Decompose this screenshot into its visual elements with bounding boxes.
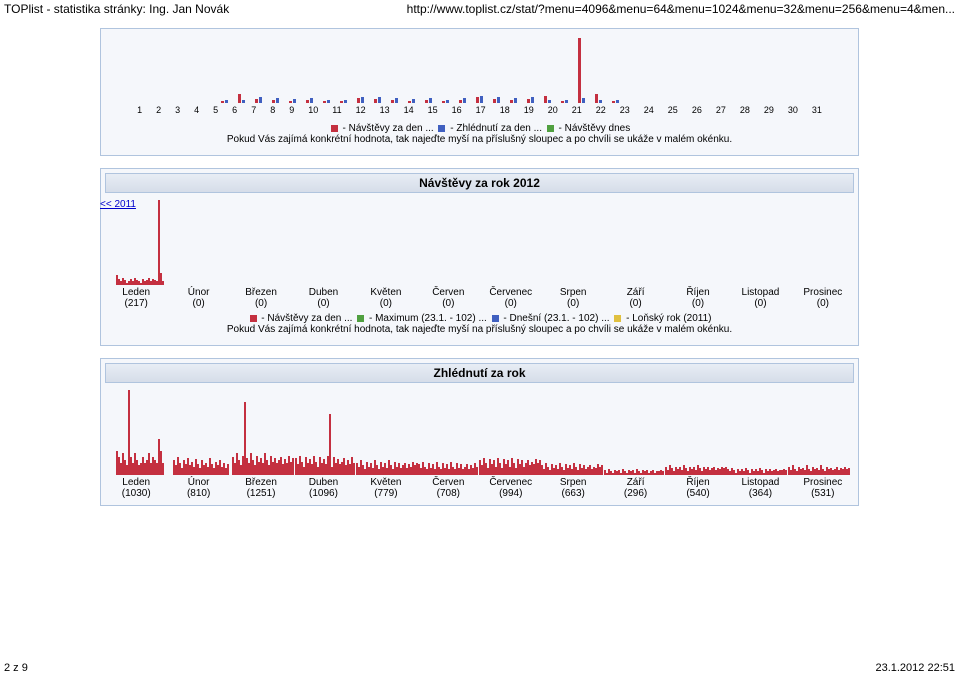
- year-visits-labels: Leden(217)Únor(0)Březen(0)Duben(0)Květen…: [105, 285, 854, 311]
- page-url-right: http://www.toplist.cz/stat/?menu=4096&me…: [407, 2, 955, 16]
- prev-year-link[interactable]: << 2011: [100, 199, 136, 210]
- legend-v-max: - Maximum (23.1. - 102) ...: [366, 313, 489, 324]
- legend-square-red2: [250, 315, 257, 322]
- legend-visits-today: - Návštěvy dnes: [556, 123, 630, 134]
- year-pageviews-bars: [105, 385, 854, 475]
- footer-timestamp: 23.1.2012 22:51: [875, 662, 955, 674]
- days-chart-labels: 1234567891011121314151617181920212223242…: [105, 103, 854, 121]
- year-pageviews-labels: Leden(1030)Únor(810)Březen(1251)Duben(10…: [105, 475, 854, 501]
- footer-page-pos: 2 z 9: [4, 662, 28, 674]
- year-visits-title: Návštěvy za rok 2012: [419, 176, 540, 190]
- year-pageviews-box: Zhlédnutí za rok Leden(1030)Únor(810)Bře…: [100, 358, 859, 506]
- days-chart-box: 1234567891011121314151617181920212223242…: [100, 28, 859, 156]
- days-chart-bars: [105, 33, 854, 103]
- legend-square-green: [547, 125, 554, 132]
- legend-v-day: - Návštěvy za den ...: [259, 313, 356, 324]
- year-visits-bars: [105, 195, 854, 285]
- legend-square-red: [331, 125, 338, 132]
- year-visits-box: Návštěvy za rok 2012 << 2011 Leden(217)Ú…: [100, 168, 859, 346]
- legend-v-lastyear: - Loňský rok (2011): [623, 313, 711, 324]
- year-visits-legend: - Návštěvy za den ... - Maximum (23.1. -…: [105, 311, 854, 341]
- legend-v-note: Pokud Vás zajímá konkrétní hodnota, tak …: [227, 324, 732, 335]
- legend-pageviews-day: - Zhlédnutí za den ...: [447, 123, 544, 134]
- days-chart-legend: - Návštěvy za den ... - Zhlédnutí za den…: [105, 121, 854, 151]
- year-visits-title-bar: Návštěvy za rok 2012: [105, 173, 854, 193]
- legend-square-blue: [438, 125, 445, 132]
- legend-note: Pokud Vás zajímá konkrétní hodnota, tak …: [227, 134, 732, 145]
- legend-v-today: - Dnešní (23.1. - 102) ...: [501, 313, 613, 324]
- year-pageviews-title-bar: Zhlédnutí za rok: [105, 363, 854, 383]
- legend-visits-day: - Návštěvy za den ...: [340, 123, 437, 134]
- legend-square-green2: [357, 315, 364, 322]
- year-pageviews-title: Zhlédnutí za rok: [433, 366, 525, 380]
- legend-square-yellow: [614, 315, 621, 322]
- legend-square-blue2: [492, 315, 499, 322]
- page-title-left: TOPlist - statistika stránky: Ing. Jan N…: [4, 2, 229, 16]
